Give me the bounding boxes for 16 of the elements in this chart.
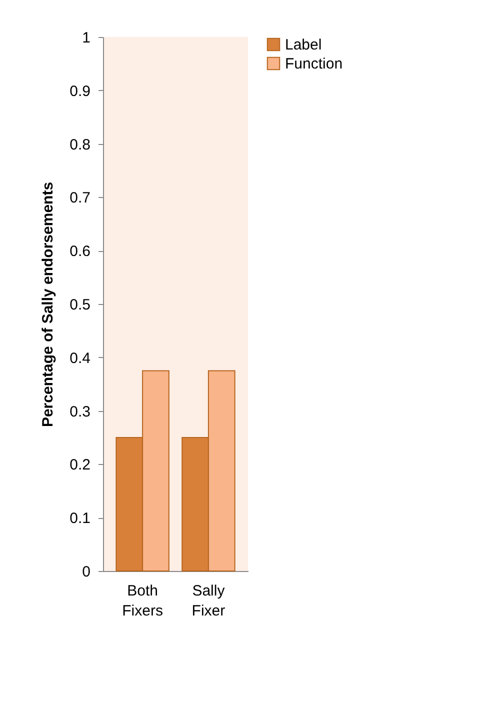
y-tick-label: 1 xyxy=(82,30,90,46)
legend-label: Function xyxy=(285,56,343,72)
legend-label: Label xyxy=(285,36,322,54)
y-tick-label: 0.3 xyxy=(70,403,90,420)
y-tick-label: 0.1 xyxy=(70,510,90,528)
y-tick-label: 0.9 xyxy=(70,82,90,100)
x-tick-label: Both Fixers xyxy=(122,582,163,620)
y-tick-label: 0.5 xyxy=(70,296,90,314)
y-axis-title: Percentage of Sally endorsements xyxy=(40,182,57,428)
y-tick-label: 0.7 xyxy=(70,190,90,207)
x-tick-label: Sally Fixer xyxy=(192,582,226,620)
y-tick-label: 0 xyxy=(82,564,90,580)
y-tick-label: 0.2 xyxy=(70,456,90,474)
y-tick-label: 0.4 xyxy=(70,350,90,367)
y-tick-label: 0.8 xyxy=(70,136,90,154)
y-tick-label: 0.6 xyxy=(70,243,90,260)
